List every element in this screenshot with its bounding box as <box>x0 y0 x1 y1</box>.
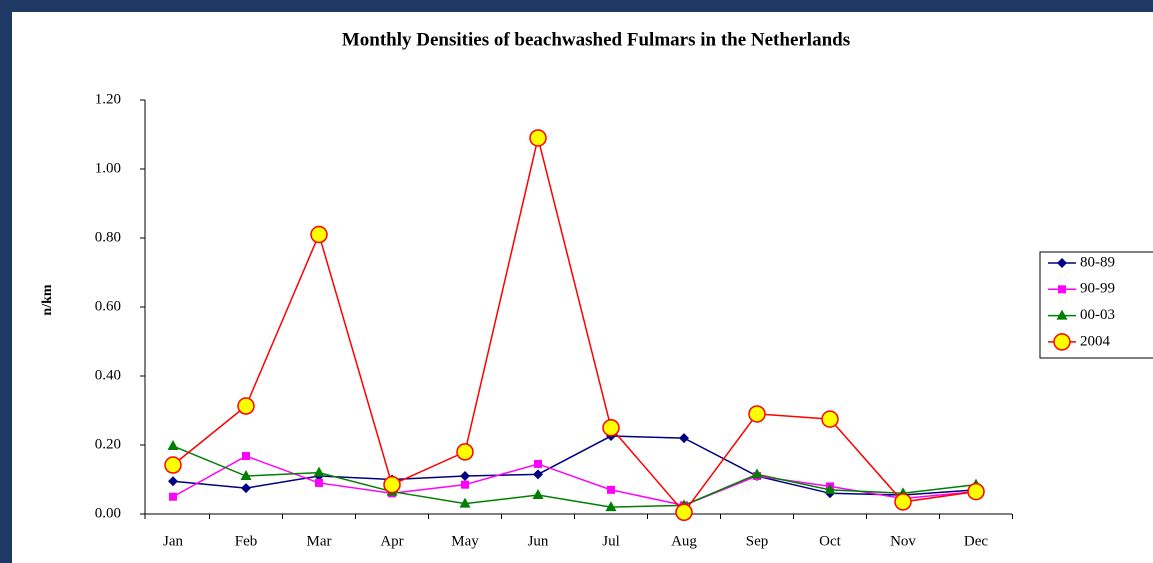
marker <box>460 471 470 482</box>
x-tick-label: Feb <box>235 533 258 549</box>
marker <box>169 492 177 501</box>
marker <box>167 440 179 451</box>
marker <box>459 497 471 508</box>
marker <box>679 433 689 444</box>
marker <box>607 485 615 494</box>
marker <box>821 410 839 428</box>
y-tick-label: 0.00 <box>95 505 121 521</box>
marker <box>605 501 617 512</box>
marker <box>241 483 251 494</box>
legend-label: 90-99 <box>1080 281 1115 297</box>
legend-label: 2004 <box>1080 333 1111 349</box>
marker <box>456 443 474 461</box>
series-line <box>172 137 977 514</box>
marker <box>313 466 325 477</box>
series-line <box>172 455 977 507</box>
series-line <box>172 445 977 508</box>
x-tick-label: Jun <box>528 533 549 549</box>
y-tick-label: 0.20 <box>95 436 121 452</box>
y-tick-label: 1.00 <box>95 160 121 176</box>
legend-marker <box>1053 333 1071 351</box>
marker <box>315 478 323 487</box>
marker <box>461 480 469 489</box>
marker <box>529 129 547 147</box>
legend-marker <box>1058 285 1066 294</box>
x-tick-label: Jan <box>163 533 183 549</box>
y-axis-label: n/km <box>40 284 55 315</box>
marker <box>751 468 763 479</box>
legend-marker <box>1057 258 1067 268</box>
marker <box>237 397 255 415</box>
y-tick-label: 0.60 <box>95 298 121 314</box>
marker <box>967 482 985 501</box>
chart-background <box>12 12 1153 563</box>
marker <box>534 459 542 468</box>
legend-label: 80-89 <box>1080 254 1115 270</box>
y-tick-label: 0.80 <box>95 229 121 245</box>
marker <box>242 452 250 461</box>
x-tick-label: Dec <box>964 533 988 549</box>
x-tick-label: Nov <box>890 533 916 549</box>
y-tick-label: 0.40 <box>95 367 121 383</box>
x-tick-label: Sep <box>746 533 769 549</box>
marker <box>824 483 836 494</box>
chart-title: Monthly Densities of beachwashed Fulmars… <box>342 29 850 50</box>
marker <box>164 456 182 474</box>
marker <box>168 476 178 487</box>
x-tick-label: Oct <box>819 533 841 549</box>
x-tick-label: Jul <box>602 533 620 549</box>
marker <box>383 475 401 494</box>
x-tick-label: Aug <box>671 533 697 549</box>
x-tick-label: May <box>451 533 479 549</box>
legend-marker <box>1056 309 1068 320</box>
marker <box>675 503 693 522</box>
marker <box>533 469 543 480</box>
marker <box>532 489 544 500</box>
x-tick-label: Mar <box>307 533 332 549</box>
y-tick-label: 1.20 <box>95 91 121 107</box>
marker <box>602 419 620 437</box>
marker <box>748 405 766 423</box>
marker <box>894 493 912 511</box>
legend-label: 00-03 <box>1080 307 1115 323</box>
marker <box>310 225 328 244</box>
x-tick-label: Apr <box>380 533 403 549</box>
marker <box>240 470 252 481</box>
